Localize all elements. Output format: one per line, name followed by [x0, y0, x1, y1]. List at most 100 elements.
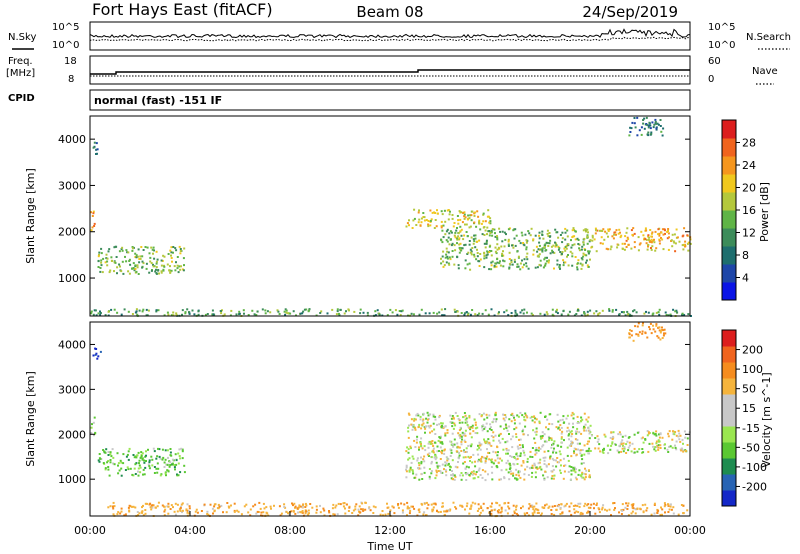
power-panel-cell: [481, 312, 484, 315]
velocity-panel-cell: [572, 422, 574, 425]
velocity-panel-cell: [583, 412, 586, 415]
power-panel-cell: [647, 134, 650, 137]
power-panel-cell: [483, 252, 486, 255]
power-panel-cell: [473, 240, 476, 243]
velocity-panel-cell: [217, 503, 220, 506]
velocity-panel-cell: [174, 468, 176, 471]
power-panel-cell: [127, 270, 130, 273]
power-panel-cell: [523, 258, 526, 261]
power-panel-cell: [458, 246, 461, 249]
velocity-panel-cell: [661, 326, 663, 329]
power-panel-cell: [586, 313, 589, 316]
power-panel-cell: [490, 261, 493, 264]
velocity-panel-cell: [107, 466, 110, 468]
velocity-panel-cell: [474, 421, 477, 424]
power-panel-cell: [610, 245, 613, 248]
power-panel-cell: [485, 254, 488, 257]
velocity-panel-cell: [607, 444, 610, 447]
velocity-panel-cell: [508, 425, 511, 428]
velocity-panel-cell: [570, 469, 573, 472]
power-panel-cell: [638, 129, 641, 132]
velocity-panel-cell: [294, 505, 297, 508]
freq-tick-bottom: 8: [68, 74, 74, 85]
velocity-panel-cell: [657, 509, 659, 512]
power-panel-cell: [585, 261, 587, 264]
power-panel-cell: [664, 311, 667, 314]
power-panel-cell: [567, 243, 570, 246]
velocity-panel-cell: [601, 450, 604, 453]
velocity-panel-cell: [556, 413, 559, 416]
velocity-panel-cell: [515, 426, 518, 429]
velocity-panel-cell: [487, 473, 489, 476]
velocity-panel-cell: [384, 513, 387, 516]
power-panel-cell: [522, 312, 525, 315]
power-panel-cell: [153, 249, 155, 252]
velocity-panel-cell: [476, 432, 479, 435]
velocity-panel-ytick-label: 4000: [58, 338, 86, 351]
power-panel-cell: [175, 314, 178, 316]
velocity-panel-cell: [590, 434, 593, 437]
power-panel-cell: [538, 241, 541, 244]
velocity-panel-cell: [343, 502, 346, 504]
velocity-panel-cell: [619, 433, 622, 436]
velocity-panel-cell: [179, 471, 182, 474]
velocity-panel-cell: [533, 509, 536, 512]
power-panel-cell: [538, 231, 541, 234]
velocity-panel-cell: [425, 514, 428, 517]
velocity-panel-cell: [471, 473, 474, 476]
power-panel-cell: [597, 314, 600, 317]
velocity-panel-cell: [638, 331, 641, 334]
power-panel-cell: [436, 312, 439, 315]
velocity-panel-cell: [621, 435, 624, 438]
power-panel-cell: [149, 256, 152, 259]
power-panel-cell: [571, 229, 574, 232]
power-panel-cell: [155, 310, 158, 313]
power-panel-cell: [645, 116, 648, 119]
power-panel-cell: [622, 311, 625, 314]
power-panel-cell: [512, 229, 515, 232]
velocity-panel-cell: [410, 447, 412, 450]
velocity-panel-cell: [331, 507, 334, 510]
velocity-panel-cell: [570, 430, 573, 433]
power-panel-cell: [483, 257, 486, 260]
velocity-panel-cell: [464, 472, 467, 474]
power-panel-cell: [151, 248, 154, 251]
velocity-panel-cell: [648, 442, 651, 445]
velocity-panel-cell: [466, 424, 469, 426]
power-panel-cell: [463, 314, 466, 316]
velocity-panel-cell: [603, 433, 606, 436]
power-panel-cell: [474, 234, 477, 237]
velocity-panel-cell: [423, 445, 426, 448]
velocity-panel-cell: [508, 462, 511, 465]
power-panel-cell: [508, 251, 511, 254]
velocity-panel-cell: [486, 430, 489, 433]
velocity-panel-cell: [527, 507, 530, 510]
power-panel-cell: [163, 255, 166, 258]
velocity-panel-cell: [230, 504, 232, 507]
power-panel-cell: [581, 245, 584, 248]
velocity-panel-cell: [511, 435, 514, 438]
velocity-panel-cell: [560, 503, 563, 506]
power-panel-cell: [457, 267, 460, 270]
power-panel-cell: [524, 233, 527, 236]
power-panel-cell: [152, 246, 155, 249]
power-panel-cell: [646, 124, 649, 126]
velocity-panel-cell: [407, 451, 410, 454]
velocity-panel-cell: [156, 462, 159, 465]
velocity-panel-cell: [495, 501, 498, 504]
velocity-panel-cell: [464, 434, 467, 437]
velocity-panel-cell: [672, 506, 675, 509]
velocity-panel-cell: [478, 514, 481, 517]
velocity-panel-cell: [460, 435, 463, 438]
velocity-panel-cell: [682, 449, 684, 452]
power-panel-cell: [398, 310, 401, 312]
velocity-panel-cell: [630, 503, 633, 506]
power-panel-cell: [565, 247, 568, 250]
power-panel-cell: [607, 235, 609, 238]
power-panel-cell: [408, 219, 410, 222]
power-panel-cell: [490, 254, 493, 257]
velocity-panel-cell: [547, 428, 550, 431]
velocity-panel-cell: [416, 459, 419, 462]
x-axis-tick-label: 00:00: [674, 524, 706, 537]
velocity-panel-cell: [454, 424, 457, 427]
